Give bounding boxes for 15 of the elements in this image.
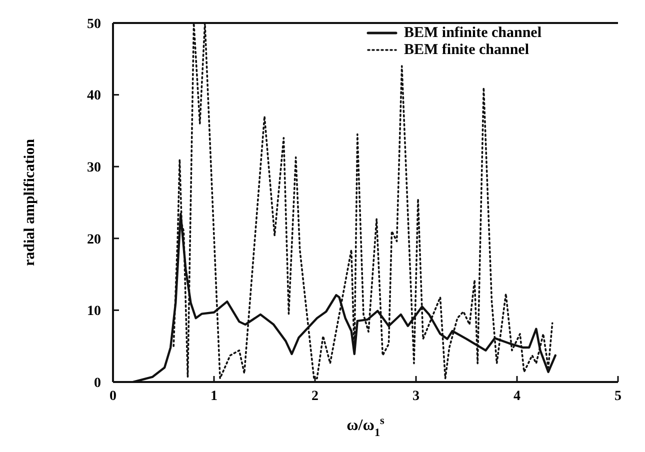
y-tick-label: 10 xyxy=(87,304,101,320)
x-tick-label: 4 xyxy=(514,389,520,404)
y-tick-label: 20 xyxy=(87,232,101,248)
y-tick-label: 50 xyxy=(87,16,101,32)
y-tick-label: 0 xyxy=(94,376,101,391)
x-tick-label: 2 xyxy=(312,389,318,404)
x-tick-label: 3 xyxy=(412,389,420,404)
x-tick-label: 5 xyxy=(614,389,622,404)
x-tick-label: 0 xyxy=(110,389,116,404)
y-axis-title: radial amplification xyxy=(22,138,38,266)
legend-label: BEM finite channel xyxy=(404,42,530,58)
x-tick-label: 1 xyxy=(210,389,218,404)
y-tick-label: 30 xyxy=(87,160,101,176)
legend-label: BEM infinite channel xyxy=(404,25,542,41)
y-tick-label: 40 xyxy=(87,88,101,104)
